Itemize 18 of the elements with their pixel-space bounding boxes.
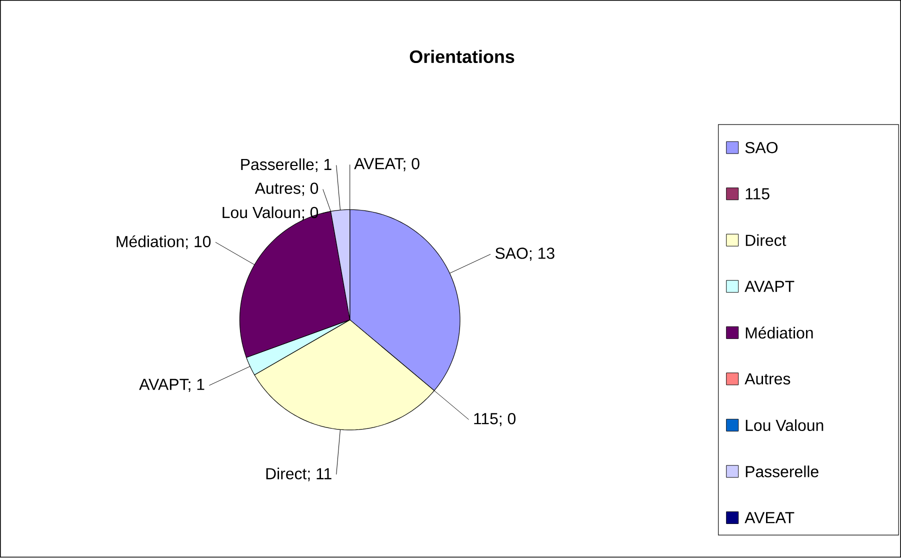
data-label: Médiation; 10	[116, 236, 211, 250]
legend-label: AVAPT	[744, 281, 794, 292]
legend-label: Direct	[746, 234, 786, 246]
text: Autres; 0	[254, 182, 318, 196]
legend-label: SAO	[745, 142, 778, 154]
data-label: Passerelle; 1	[241, 158, 332, 172]
legend-label: Lou Valoun	[746, 420, 824, 432]
legend-label: Médiation	[746, 326, 813, 339]
chart-title: Orientations	[410, 50, 514, 64]
data-label: SAO; 13	[495, 248, 554, 262]
legend-label: 115	[746, 188, 770, 200]
data-label: Direct; 11	[266, 468, 332, 482]
text: 115; 0	[474, 413, 516, 426]
text: AVEAT; 0	[354, 158, 420, 172]
legend-label: Autres	[744, 374, 790, 385]
legend-label: Passerelle	[746, 466, 818, 478]
data-label: AVAPT; 1	[139, 379, 204, 392]
legend-label: AVEAT	[744, 512, 794, 524]
